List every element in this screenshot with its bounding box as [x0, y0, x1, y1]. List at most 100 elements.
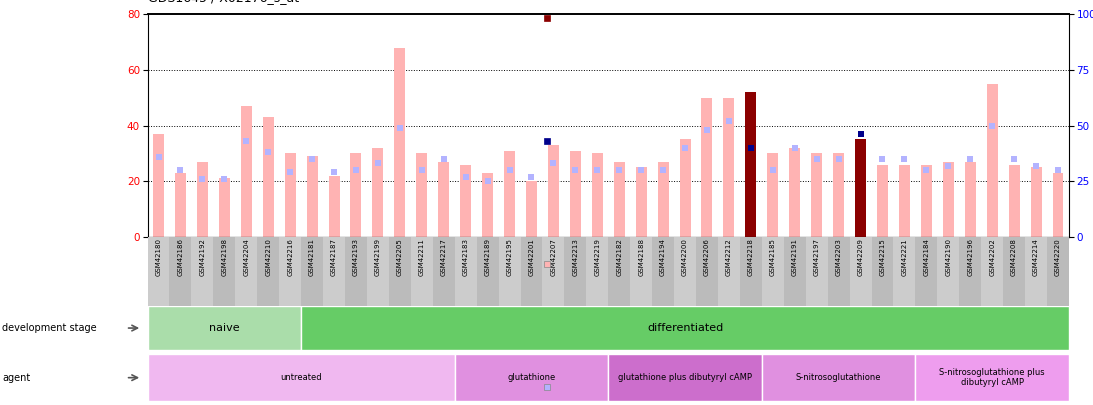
Bar: [169, 237, 191, 306]
Text: GSM42191: GSM42191: [791, 238, 798, 276]
Bar: [740, 237, 762, 306]
Bar: [833, 153, 844, 237]
Text: glutathione: glutathione: [507, 373, 555, 382]
Text: GSM42210: GSM42210: [266, 238, 271, 276]
Bar: [482, 173, 493, 237]
Text: GSM42203: GSM42203: [836, 238, 842, 276]
Bar: [219, 179, 230, 237]
Bar: [1047, 237, 1069, 306]
Bar: [767, 153, 778, 237]
Bar: [395, 47, 406, 237]
Text: GSM42180: GSM42180: [155, 238, 162, 276]
Bar: [789, 148, 800, 237]
Text: S-nitrosoglutathione: S-nitrosoglutathione: [796, 373, 881, 382]
Bar: [696, 237, 718, 306]
Text: GSM42221: GSM42221: [902, 238, 907, 276]
Text: GSM42204: GSM42204: [244, 238, 249, 276]
Bar: [197, 162, 208, 237]
Text: differentiated: differentiated: [647, 323, 724, 333]
Bar: [680, 139, 691, 237]
Text: GSM42215: GSM42215: [880, 238, 885, 276]
Text: GSM42188: GSM42188: [638, 238, 644, 276]
Bar: [745, 92, 756, 237]
Bar: [591, 153, 602, 237]
Bar: [1053, 173, 1063, 237]
Text: GSM42193: GSM42193: [353, 238, 359, 276]
Bar: [1009, 164, 1020, 237]
Bar: [827, 237, 849, 306]
Text: GSM42195: GSM42195: [506, 238, 513, 276]
Text: agent: agent: [2, 373, 31, 383]
Text: GSM42213: GSM42213: [573, 238, 578, 276]
Bar: [1031, 167, 1042, 237]
Text: GSM42207: GSM42207: [551, 238, 556, 276]
Text: S-nitrosoglutathione plus
dibutyryl cAMP: S-nitrosoglutathione plus dibutyryl cAMP: [939, 368, 1045, 387]
Text: GSM42186: GSM42186: [177, 238, 184, 276]
Bar: [784, 237, 806, 306]
Bar: [987, 84, 998, 237]
Bar: [455, 237, 477, 306]
Text: GSM42185: GSM42185: [769, 238, 776, 276]
Bar: [674, 237, 696, 306]
Bar: [898, 164, 909, 237]
Bar: [191, 237, 213, 306]
Bar: [658, 162, 669, 237]
Bar: [849, 237, 871, 306]
Bar: [608, 354, 762, 401]
Text: glutathione plus dibutyryl cAMP: glutathione plus dibutyryl cAMP: [618, 373, 752, 382]
Bar: [153, 134, 164, 237]
Text: GSM42200: GSM42200: [682, 238, 687, 276]
Text: GSM42181: GSM42181: [309, 238, 315, 276]
Bar: [921, 164, 932, 237]
Bar: [279, 237, 302, 306]
Text: GSM42184: GSM42184: [924, 238, 929, 276]
Bar: [877, 164, 888, 237]
Text: GSM42183: GSM42183: [462, 238, 469, 276]
Text: GSM42190: GSM42190: [945, 238, 951, 276]
Bar: [871, 237, 893, 306]
Bar: [148, 354, 455, 401]
Bar: [569, 151, 580, 237]
Bar: [301, 237, 324, 306]
Bar: [324, 237, 345, 306]
Bar: [542, 237, 564, 306]
Bar: [762, 237, 784, 306]
Text: GSM42189: GSM42189: [484, 238, 491, 276]
Bar: [916, 354, 1069, 401]
Bar: [811, 153, 822, 237]
Text: GSM42202: GSM42202: [989, 238, 995, 276]
Bar: [855, 139, 866, 237]
Text: GSM42208: GSM42208: [1011, 238, 1018, 276]
Bar: [762, 354, 916, 401]
Bar: [965, 162, 976, 237]
Bar: [433, 237, 455, 306]
Bar: [257, 237, 279, 306]
Bar: [498, 237, 520, 306]
Bar: [148, 237, 169, 306]
Bar: [893, 237, 916, 306]
Bar: [631, 237, 653, 306]
Text: GSM42199: GSM42199: [375, 238, 380, 276]
Bar: [614, 162, 625, 237]
Text: GSM42217: GSM42217: [440, 238, 447, 276]
Bar: [548, 145, 559, 237]
Bar: [724, 98, 734, 237]
Bar: [504, 151, 515, 237]
Bar: [564, 237, 586, 306]
Bar: [389, 237, 411, 306]
Text: GSM42201: GSM42201: [529, 238, 534, 276]
Bar: [284, 153, 295, 237]
Bar: [1003, 237, 1025, 306]
Bar: [262, 117, 273, 237]
Text: GSM42182: GSM42182: [616, 238, 622, 276]
Bar: [213, 237, 235, 306]
Bar: [367, 237, 389, 306]
Bar: [455, 354, 608, 401]
Bar: [235, 237, 257, 306]
Bar: [373, 148, 384, 237]
Text: GSM42198: GSM42198: [222, 238, 227, 276]
Text: GSM42216: GSM42216: [287, 238, 293, 276]
Bar: [329, 176, 340, 237]
Bar: [608, 237, 631, 306]
Bar: [982, 237, 1003, 306]
